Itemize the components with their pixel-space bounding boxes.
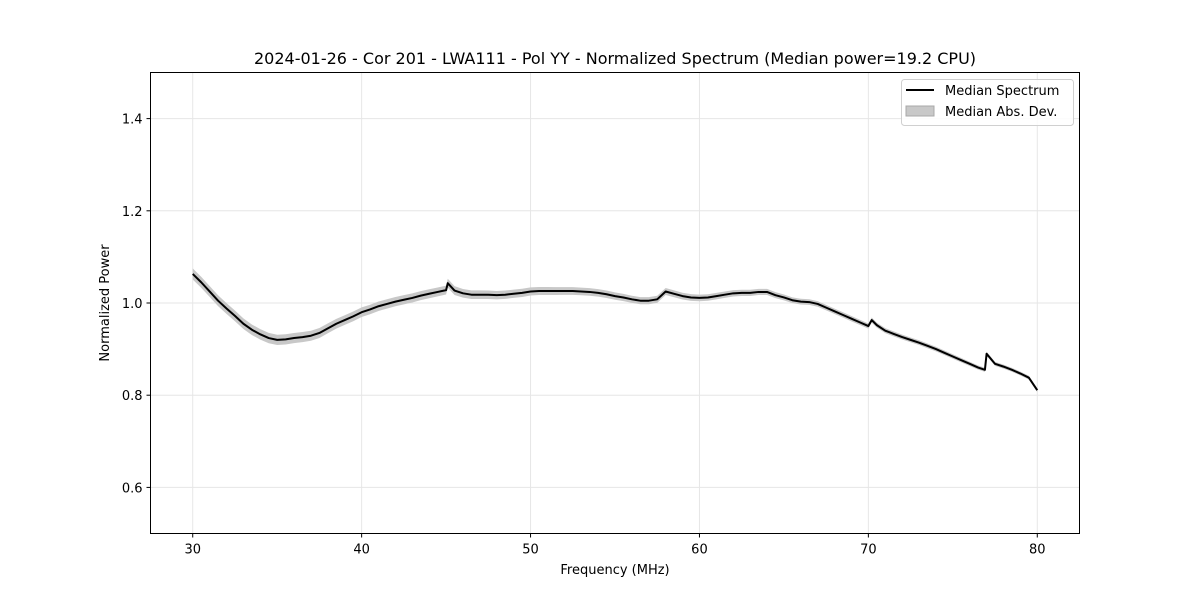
x-tick-label: 30 <box>184 543 201 558</box>
x-axis-ticks: 30 40 50 60 70 80 <box>184 533 1046 558</box>
x-tick-label: 70 <box>860 543 877 558</box>
y-tick-label: 1.4 <box>122 113 143 128</box>
median-spectrum-line <box>192 273 1039 391</box>
y-tick-label: 1.2 <box>122 205 143 220</box>
legend-band-swatch <box>905 105 935 117</box>
x-tick-label: 60 <box>691 543 708 558</box>
y-tick-label: 0.6 <box>122 481 143 496</box>
y-axis-label: Normalized Power <box>98 244 113 362</box>
median-line-layer <box>192 273 1039 391</box>
legend-box <box>901 79 1074 126</box>
y-tick-label: 1.0 <box>122 297 143 312</box>
chart-title: 2024-01-26 - Cor 201 - LWA111 - Pol YY -… <box>254 49 976 68</box>
legend-label-median-abs-dev: Median Abs. Dev. <box>945 105 1057 120</box>
x-axis-label: Frequency (MHz) <box>560 563 669 578</box>
legend: Median Spectrum Median Abs. Dev. <box>901 79 1074 126</box>
x-tick-label: 50 <box>522 543 539 558</box>
x-tick-label: 40 <box>353 543 370 558</box>
y-axis-ticks: 0.6 0.8 1.0 1.2 1.4 <box>122 113 151 496</box>
x-tick-label: 80 <box>1029 543 1046 558</box>
y-tick-label: 0.8 <box>122 389 143 404</box>
legend-label-median-spectrum: Median Spectrum <box>945 84 1059 99</box>
